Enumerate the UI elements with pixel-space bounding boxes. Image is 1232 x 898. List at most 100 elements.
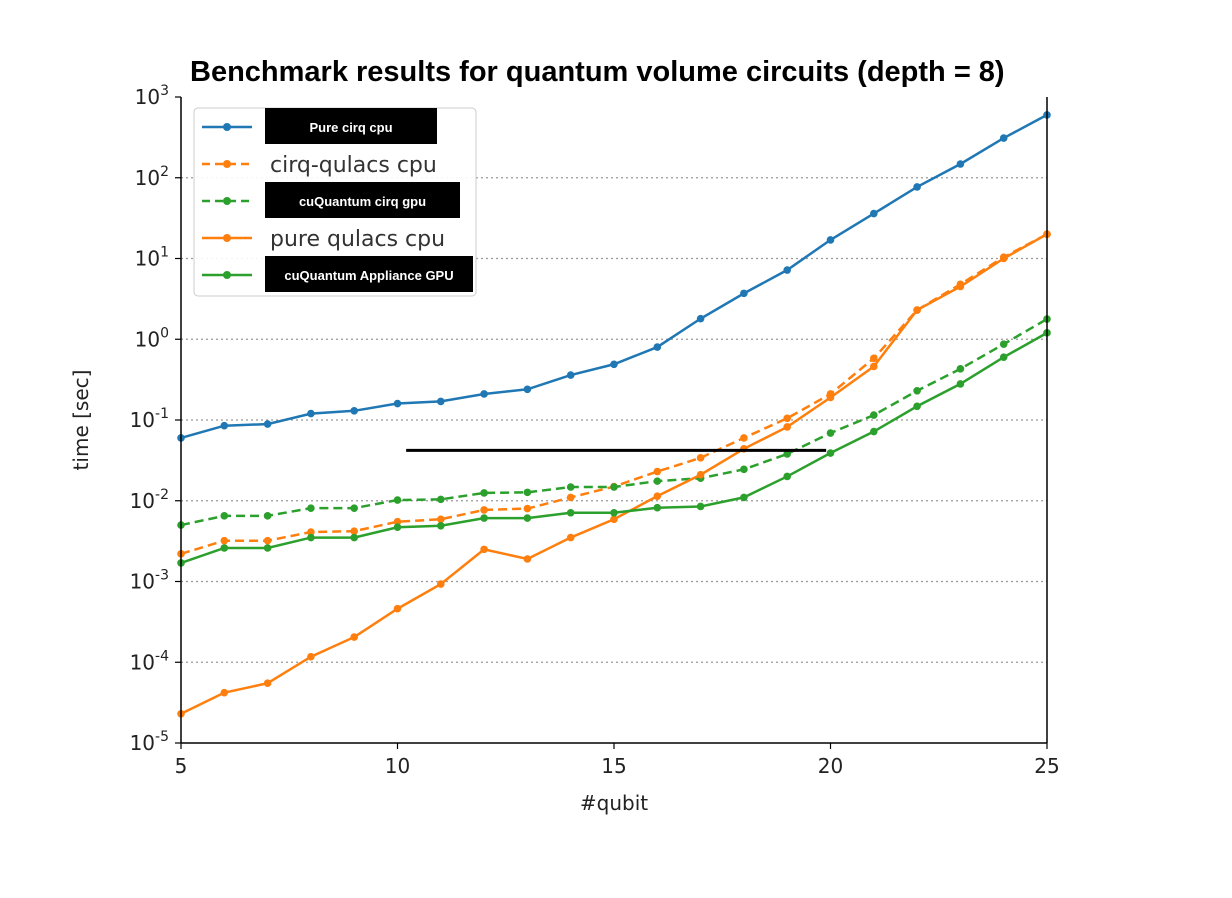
series-pure-cirq-cpu xyxy=(177,111,1051,442)
data-point xyxy=(870,427,878,436)
data-point xyxy=(437,515,445,524)
data-point xyxy=(307,652,315,661)
grid xyxy=(181,177,1047,663)
data-point xyxy=(913,386,921,395)
series-group xyxy=(177,111,1051,718)
data-point xyxy=(870,354,878,363)
data-point xyxy=(783,414,791,423)
series-line xyxy=(180,317,1048,527)
data-point xyxy=(523,555,532,563)
x-tick-label: 10 xyxy=(385,754,410,778)
x-tick-label: 25 xyxy=(1034,754,1059,778)
legend-marker xyxy=(223,271,231,279)
data-point xyxy=(566,493,575,502)
data-point xyxy=(437,397,445,406)
axes: 10-5 10-4 10-3 10-2 10-1 100 101 102 103 5 10 15 20 2… xyxy=(130,83,1060,778)
data-point xyxy=(263,536,272,545)
legend-label: cuQuantum cirq gpu xyxy=(299,194,426,209)
data-point xyxy=(740,493,748,502)
series-cuquantum-appliance-gpu xyxy=(177,329,1051,567)
y-tick-label: 102 xyxy=(135,164,169,190)
y-tick-label: 10-4 xyxy=(130,648,170,674)
data-point xyxy=(566,508,575,517)
data-point xyxy=(307,504,315,512)
y-tick-label: 10-5 xyxy=(130,729,169,755)
data-point xyxy=(870,411,878,419)
data-point xyxy=(566,533,575,542)
legend: Pure cirq cpu cirq-qulacs cpu cuQuantum ci… xyxy=(193,107,477,297)
legend-label-box xyxy=(265,256,473,292)
data-point xyxy=(956,365,965,373)
data-point xyxy=(437,495,445,504)
y-tick-label: 10-3 xyxy=(130,568,169,594)
data-point xyxy=(696,454,705,462)
data-point xyxy=(696,314,705,323)
data-point xyxy=(826,236,835,244)
data-point xyxy=(999,340,1008,348)
data-point xyxy=(783,450,791,458)
data-point xyxy=(610,515,618,524)
data-point xyxy=(220,688,229,697)
data-point xyxy=(610,508,618,517)
data-point xyxy=(783,266,791,274)
data-point xyxy=(740,465,748,474)
data-point xyxy=(696,502,705,511)
data-point xyxy=(653,343,662,351)
data-point xyxy=(523,514,532,522)
data-point xyxy=(740,434,748,442)
data-point xyxy=(826,429,835,437)
data-point xyxy=(523,504,532,513)
data-point xyxy=(393,399,402,408)
data-point xyxy=(566,483,575,491)
data-point xyxy=(220,512,229,520)
data-point xyxy=(220,544,229,552)
data-point xyxy=(523,385,532,394)
data-point xyxy=(566,371,575,379)
data-point xyxy=(393,517,402,526)
data-point xyxy=(350,533,359,542)
data-point xyxy=(480,390,488,398)
chart-title: Benchmark results for quantum volume cir… xyxy=(190,56,1005,88)
legend-marker xyxy=(223,123,231,131)
data-point xyxy=(956,380,965,388)
data-point xyxy=(826,449,835,457)
data-point xyxy=(740,289,748,298)
data-point xyxy=(480,545,488,554)
data-point xyxy=(913,306,921,314)
legend-label: Pure cirq cpu xyxy=(309,120,392,135)
data-point xyxy=(393,604,402,613)
data-point xyxy=(480,506,488,514)
data-point xyxy=(307,409,315,418)
data-point xyxy=(437,521,445,530)
data-point xyxy=(350,504,359,512)
data-point xyxy=(913,402,921,411)
data-point xyxy=(263,420,272,428)
data-point xyxy=(653,467,662,476)
data-point xyxy=(350,633,359,641)
y-tick-label: 10-1 xyxy=(130,406,169,432)
data-point xyxy=(783,423,791,431)
data-point xyxy=(437,580,445,588)
legend-label: cuQuantum Appliance GPU xyxy=(284,268,453,283)
data-point xyxy=(999,254,1008,263)
data-point xyxy=(220,536,229,545)
data-point xyxy=(263,512,272,520)
data-point xyxy=(263,544,272,552)
data-point xyxy=(610,360,618,369)
data-point xyxy=(220,421,229,430)
data-point xyxy=(870,362,878,371)
y-tick-label: 10-2 xyxy=(130,487,169,513)
data-point xyxy=(999,134,1008,142)
legend-label: pure qulacs cpu xyxy=(270,227,445,252)
data-point xyxy=(480,514,488,522)
data-point xyxy=(307,533,315,542)
data-point xyxy=(999,353,1008,361)
data-point xyxy=(350,406,359,415)
data-point xyxy=(696,470,705,479)
data-point xyxy=(393,523,402,532)
data-point xyxy=(610,483,618,491)
x-axis-label: #qubit xyxy=(580,791,648,815)
x-tick-label: 5 xyxy=(175,754,188,778)
data-point xyxy=(956,160,965,168)
